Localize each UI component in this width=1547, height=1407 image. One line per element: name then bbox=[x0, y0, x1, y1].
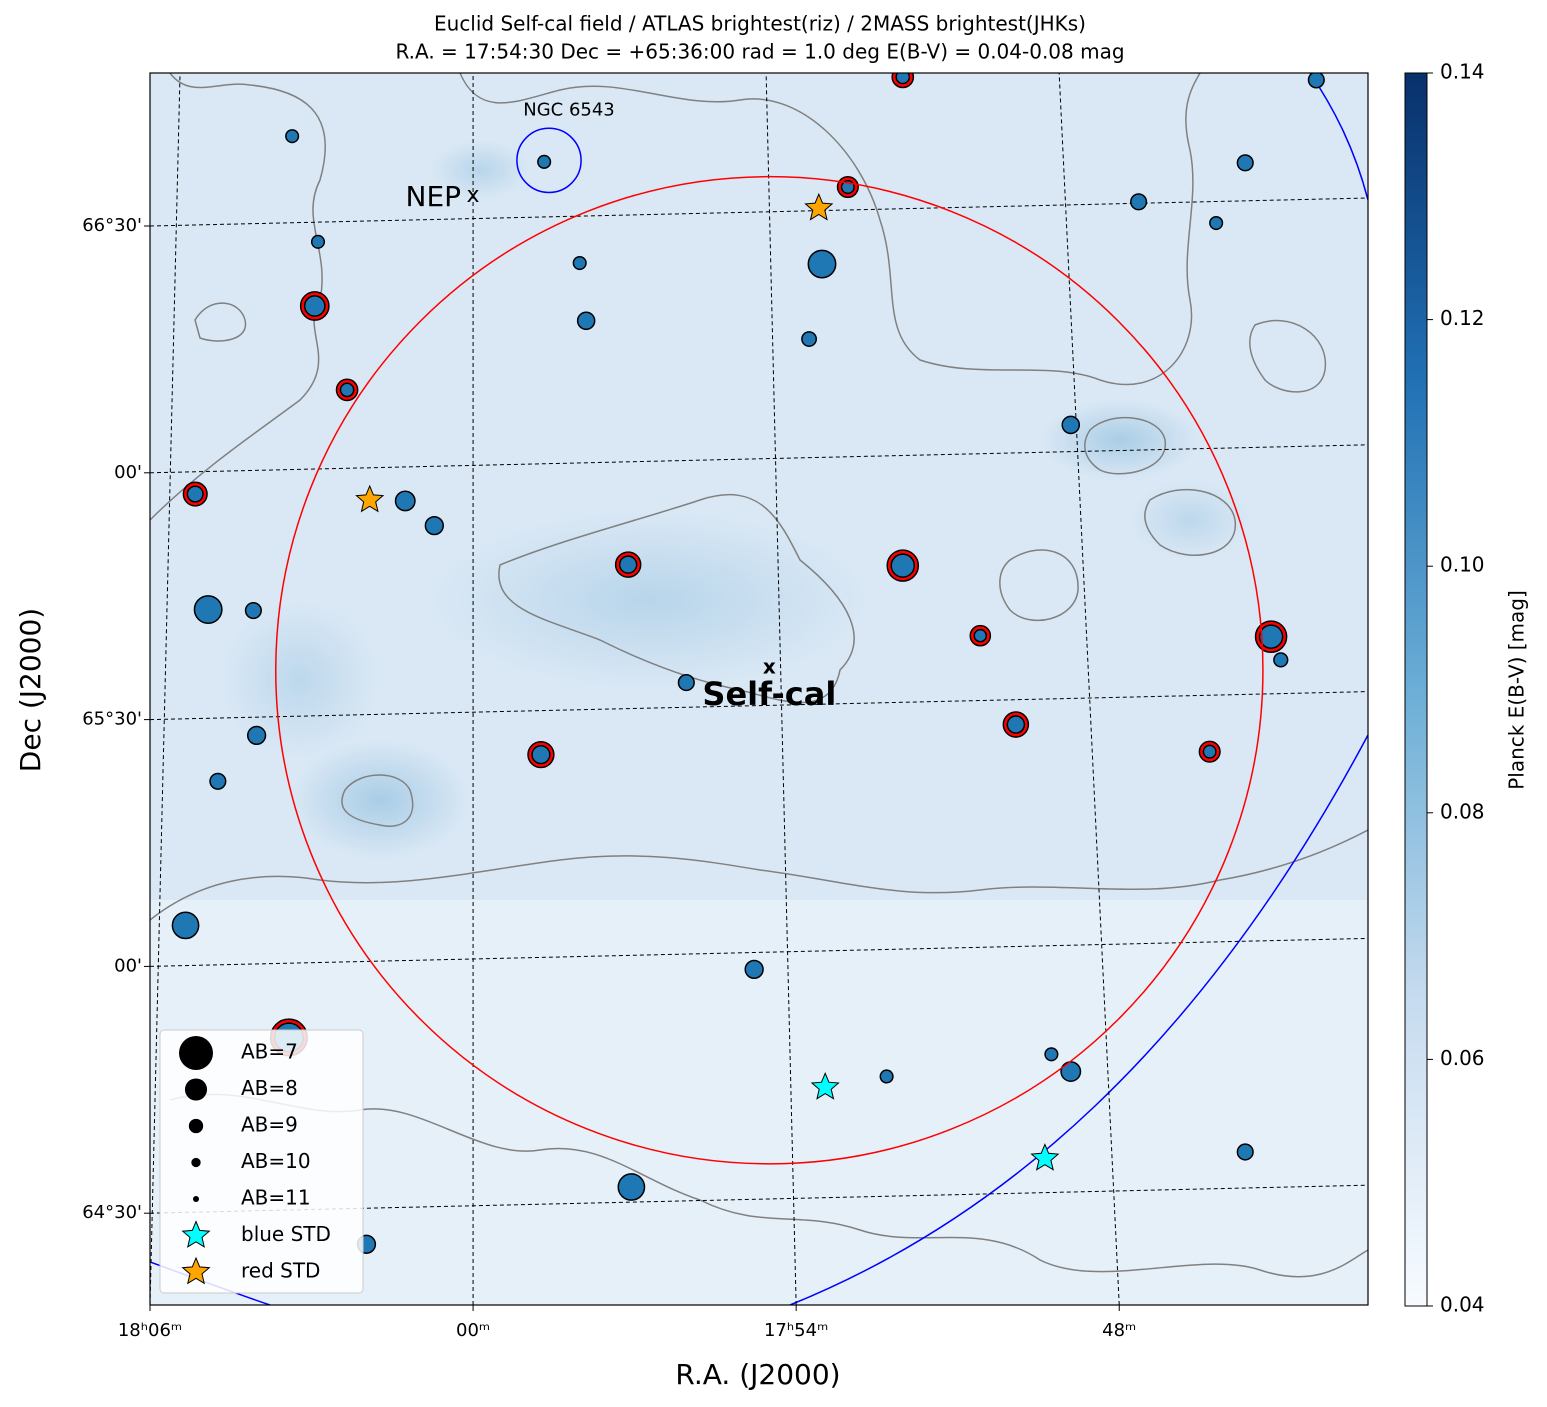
grid-line bbox=[150, 691, 1368, 721]
star bbox=[394, 490, 416, 512]
star bbox=[572, 255, 587, 271]
star bbox=[973, 628, 988, 643]
y-tick-label: 00' bbox=[114, 462, 142, 483]
grid-line bbox=[150, 937, 1368, 967]
legend-label: AB=9 bbox=[241, 1113, 298, 1137]
star bbox=[1061, 415, 1081, 435]
star bbox=[1060, 1061, 1082, 1082]
selfcal-label: Self-cal bbox=[702, 675, 836, 713]
red-std bbox=[804, 192, 834, 221]
x-tick-label: 17ʰ54ᵐ bbox=[764, 1320, 828, 1341]
grid-line bbox=[150, 73, 181, 1305]
star bbox=[890, 553, 916, 578]
star bbox=[1044, 1047, 1059, 1062]
contours bbox=[150, 73, 1368, 1278]
star bbox=[1273, 652, 1289, 668]
star bbox=[209, 772, 227, 790]
colorbar-tick-label: 0.12 bbox=[1440, 306, 1485, 330]
star bbox=[1307, 73, 1325, 89]
star bbox=[1130, 193, 1148, 211]
colorbar-tick-label: 0.06 bbox=[1440, 1046, 1485, 1070]
star bbox=[617, 1173, 646, 1201]
grid bbox=[150, 73, 1368, 1305]
star bbox=[246, 725, 267, 746]
legend-marker bbox=[179, 1036, 213, 1070]
x-tick-label: 48ᵐ bbox=[1102, 1320, 1136, 1341]
star bbox=[807, 249, 837, 279]
selfcal-circle bbox=[274, 175, 1264, 1165]
colorbar-tick-label: 0.08 bbox=[1440, 799, 1485, 823]
legend-label: blue STD bbox=[241, 1222, 331, 1246]
ngc-label: NGC 6543 bbox=[523, 99, 615, 120]
legend-label: AB=10 bbox=[241, 1149, 311, 1173]
ngc-circle bbox=[516, 127, 582, 194]
colorbar-label: Planck E(B-V) [mag] bbox=[1505, 590, 1529, 790]
grid-line bbox=[150, 444, 1368, 474]
y-tick-label: 65°30' bbox=[82, 709, 142, 730]
y-tick-label: 66°30' bbox=[82, 215, 142, 236]
blue-arc bbox=[789, 734, 1368, 1305]
legend-marker bbox=[181, 1256, 211, 1285]
star bbox=[1209, 215, 1224, 231]
legend-label: AB=8 bbox=[241, 1076, 298, 1100]
star bbox=[171, 911, 200, 940]
star bbox=[531, 744, 551, 765]
star bbox=[186, 485, 204, 503]
y-axis-label: Dec (J2000) bbox=[14, 608, 47, 772]
star bbox=[1236, 1143, 1254, 1161]
legend-label: AB=7 bbox=[241, 1040, 298, 1064]
legend-label: AB=11 bbox=[241, 1186, 311, 1210]
overlay: 18ʰ06ᵐ 00ᵐ 17ʰ54ᵐ 48ᵐ 66°30' 00' 65°30' 00' 64°3… bbox=[82, 60, 1484, 1342]
x-axis-label: R.A. (J2000) bbox=[675, 1358, 840, 1391]
star bbox=[1258, 624, 1284, 649]
nep-label: NEP bbox=[406, 180, 462, 213]
star bbox=[801, 331, 818, 347]
star bbox=[285, 129, 300, 144]
star bbox=[618, 555, 638, 574]
star bbox=[424, 515, 444, 536]
legend-label: red STD bbox=[241, 1259, 320, 1283]
star bbox=[339, 382, 355, 398]
colorbar-tick-label: 0.10 bbox=[1440, 553, 1485, 577]
nep-marker: x bbox=[467, 183, 480, 208]
star bbox=[303, 295, 326, 317]
colorbar-tick-label: 0.14 bbox=[1440, 60, 1485, 84]
chart-subtitle: R.A. = 17:54:30 Dec = +65:36:00 rad = 1.… bbox=[395, 40, 1124, 64]
star bbox=[537, 154, 552, 169]
star bbox=[1006, 715, 1026, 734]
grid-line bbox=[1058, 73, 1120, 1305]
star bbox=[895, 73, 911, 85]
y-tick-label: 00' bbox=[114, 955, 142, 976]
star bbox=[879, 1069, 894, 1084]
colorbar-tick-label: 0.04 bbox=[1440, 1293, 1485, 1317]
star bbox=[1202, 744, 1217, 759]
blue-std bbox=[810, 1071, 840, 1100]
legend-marker bbox=[184, 1078, 208, 1101]
star bbox=[576, 311, 596, 331]
grid-line bbox=[765, 73, 797, 1305]
x-tick-label: 18ʰ06ᵐ bbox=[118, 1320, 182, 1341]
legend-box bbox=[159, 1029, 364, 1294]
star bbox=[1236, 154, 1254, 172]
legend-marker bbox=[191, 1157, 201, 1168]
legend-marker bbox=[181, 1220, 211, 1248]
blue-std bbox=[1030, 1143, 1060, 1171]
legend-marker bbox=[188, 1118, 204, 1134]
grid-line bbox=[150, 197, 1368, 227]
x-tick-label: 00ᵐ bbox=[456, 1320, 490, 1341]
star bbox=[244, 601, 262, 620]
plot-frame bbox=[149, 72, 1369, 1306]
star bbox=[193, 595, 223, 624]
colorbar bbox=[1404, 72, 1428, 1307]
chart-title: Euclid Self-cal field / ATLAS brightest(… bbox=[434, 12, 1086, 36]
selfcal-marker: x bbox=[763, 655, 776, 679]
red-std bbox=[355, 484, 385, 513]
star bbox=[744, 959, 764, 980]
star bbox=[310, 234, 326, 249]
star bbox=[677, 674, 695, 692]
y-tick-label: 64°30' bbox=[82, 1202, 142, 1223]
legend-marker bbox=[192, 1195, 200, 1203]
